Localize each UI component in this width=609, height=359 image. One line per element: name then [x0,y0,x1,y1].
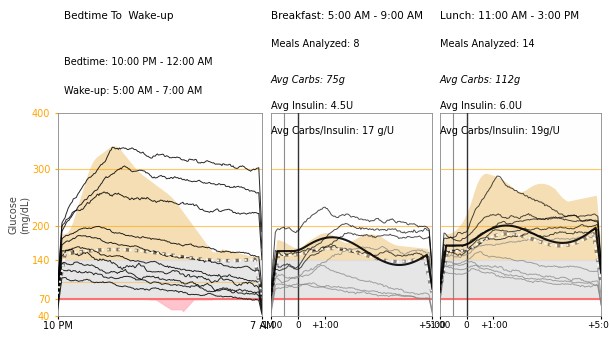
Text: Bedtime: 10:00 PM - 12:00 AM: Bedtime: 10:00 PM - 12:00 AM [64,57,213,67]
Text: Avg Carbs: 75g: Avg Carbs: 75g [271,75,346,85]
Text: Lunch: 11:00 AM - 3:00 PM: Lunch: 11:00 AM - 3:00 PM [440,11,579,21]
Text: Avg Carbs/Insulin: 19g/U: Avg Carbs/Insulin: 19g/U [440,126,560,136]
Text: Breakfast: 5:00 AM - 9:00 AM: Breakfast: 5:00 AM - 9:00 AM [271,11,423,21]
Text: Avg Carbs/Insulin: 17 g/U: Avg Carbs/Insulin: 17 g/U [271,126,394,136]
Text: Meals Analyzed: 14: Meals Analyzed: 14 [440,39,534,50]
Y-axis label: Glucose
(mg/dL): Glucose (mg/dL) [9,195,30,234]
Text: Avg Insulin: 4.5U: Avg Insulin: 4.5U [271,101,353,111]
Text: Bedtime To  Wake-up: Bedtime To Wake-up [64,11,174,21]
Text: Avg Insulin: 6.0U: Avg Insulin: 6.0U [440,101,522,111]
Text: Wake-up: 5:00 AM - 7:00 AM: Wake-up: 5:00 AM - 7:00 AM [64,86,202,96]
Text: Meals Analyzed: 8: Meals Analyzed: 8 [271,39,359,50]
Text: Avg Carbs: 112g: Avg Carbs: 112g [440,75,521,85]
